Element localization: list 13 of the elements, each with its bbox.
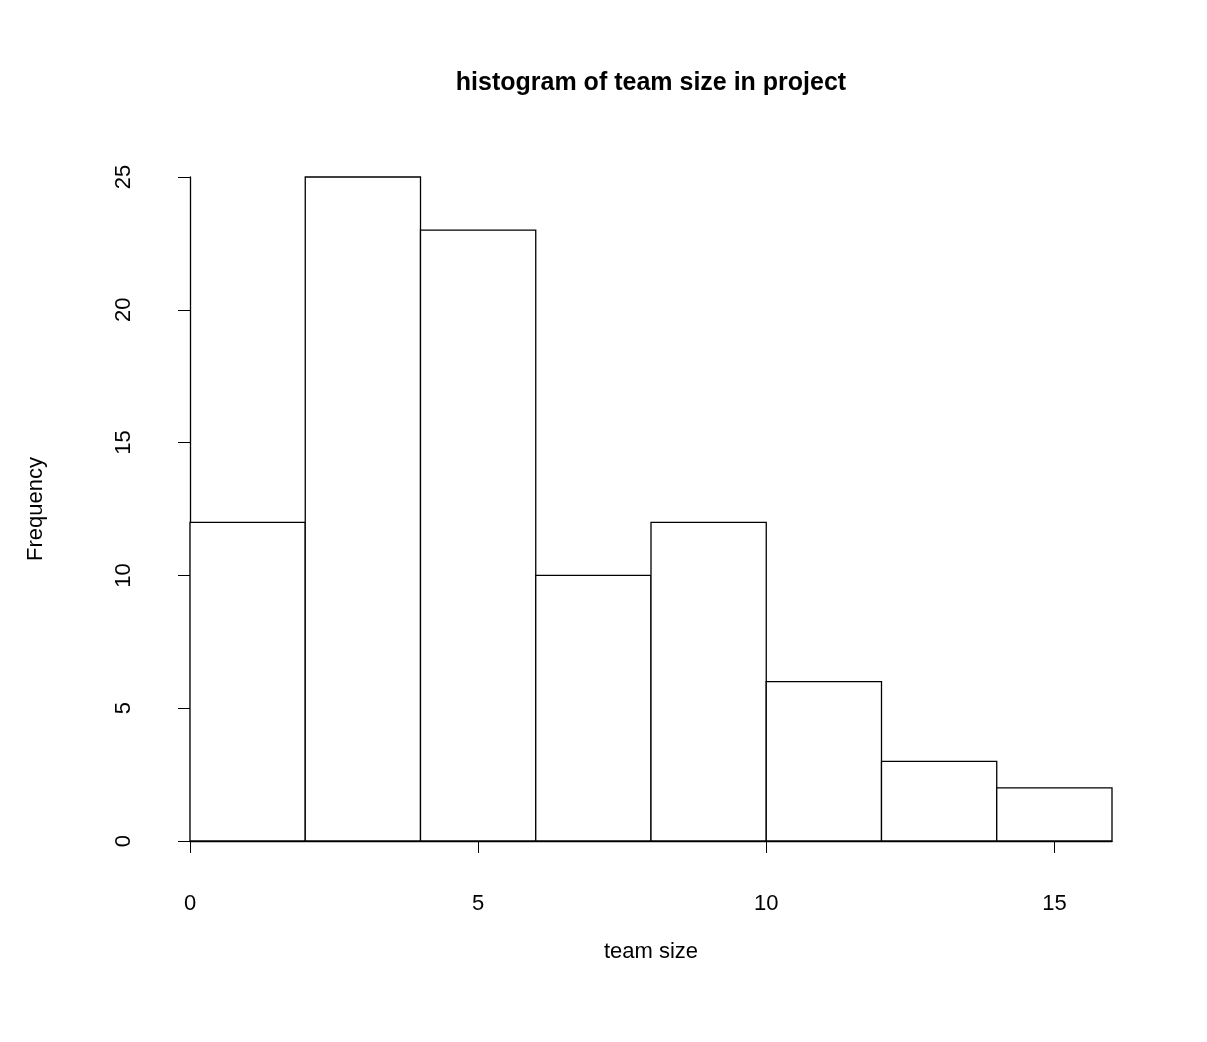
y-tick-label: 10 xyxy=(109,563,135,588)
y-axis-title: Frequency xyxy=(21,457,47,561)
y-tick-label: 15 xyxy=(109,430,135,455)
y-tick-label: 0 xyxy=(109,834,135,848)
y-tick-label: 25 xyxy=(109,164,135,190)
x-tick-label: 5 xyxy=(472,889,485,915)
x-tick-label: 0 xyxy=(183,889,197,915)
y-tick-label: 20 xyxy=(109,297,135,323)
chart-title: histogram of team size in project xyxy=(455,66,847,95)
y-tick-label: 5 xyxy=(109,702,135,715)
x-tick-label: 15 xyxy=(1042,889,1067,915)
x-tick-label: 10 xyxy=(754,889,779,915)
x-axis-title: team size xyxy=(603,937,699,963)
